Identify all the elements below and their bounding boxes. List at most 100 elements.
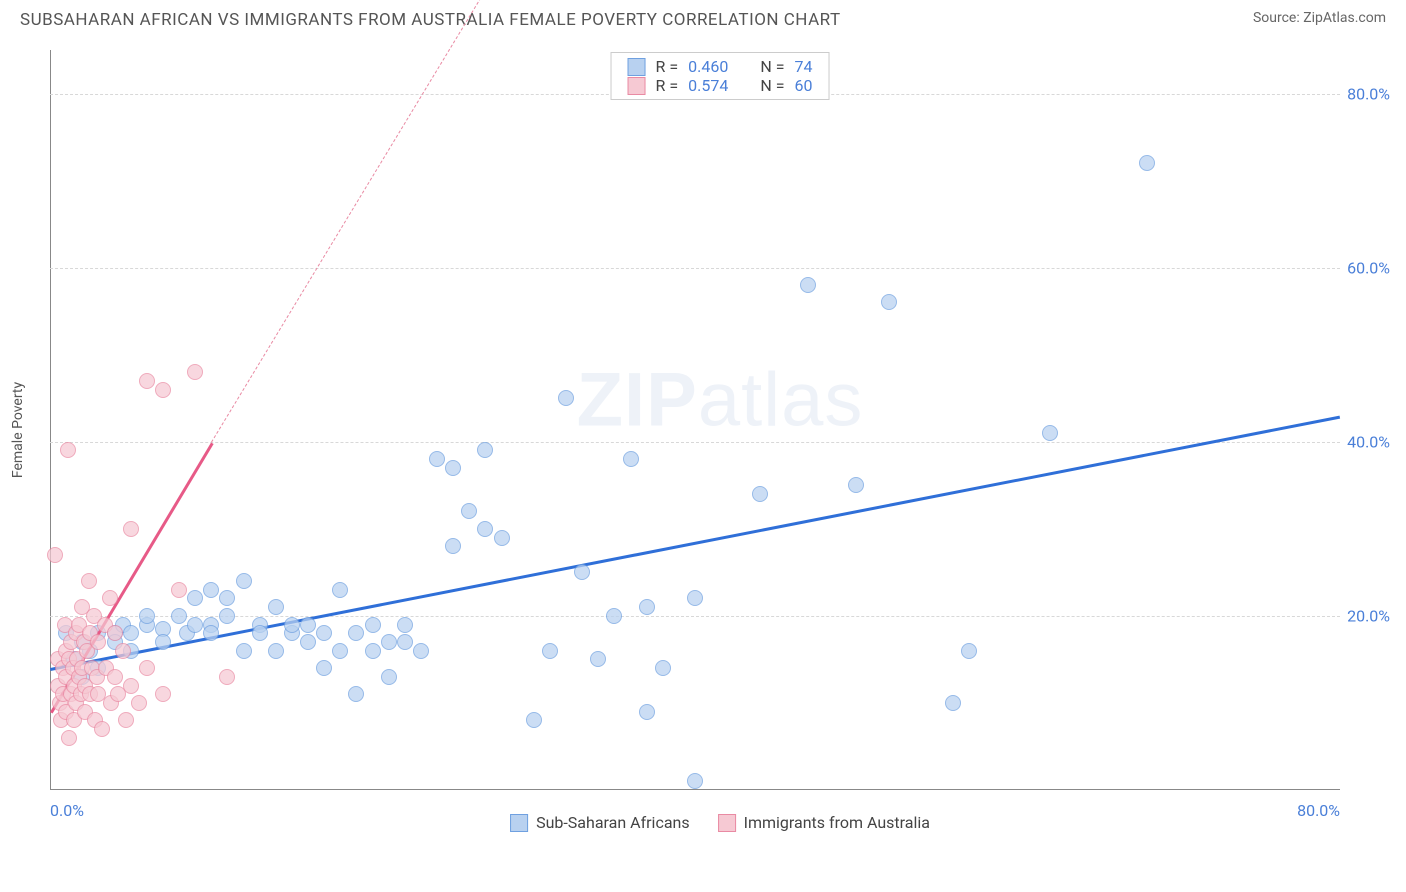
data-point bbox=[332, 582, 348, 598]
legend-swatch bbox=[628, 77, 646, 95]
data-point bbox=[236, 573, 252, 589]
y-axis-line bbox=[50, 50, 51, 790]
data-point bbox=[397, 617, 413, 633]
data-point bbox=[268, 643, 284, 659]
x-tick-label: 0.0% bbox=[50, 801, 84, 820]
gridline bbox=[50, 616, 1340, 617]
data-point bbox=[800, 277, 816, 293]
legend-stat-row: R = 0.460 N = 74 bbox=[628, 57, 813, 76]
data-point bbox=[81, 573, 97, 589]
data-point bbox=[203, 625, 219, 641]
data-point bbox=[268, 599, 284, 615]
legend-swatch bbox=[510, 814, 528, 832]
legend-item: Sub-Saharan Africans bbox=[510, 813, 690, 832]
data-point bbox=[461, 503, 477, 519]
data-point bbox=[47, 547, 63, 563]
data-point bbox=[252, 625, 268, 641]
data-point bbox=[365, 643, 381, 659]
legend-swatch bbox=[718, 814, 736, 832]
data-point bbox=[687, 590, 703, 606]
source-label: Source: ZipAtlas.com bbox=[1253, 10, 1386, 26]
data-point bbox=[171, 582, 187, 598]
y-tick-label: 60.0% bbox=[1347, 258, 1390, 277]
data-point bbox=[123, 521, 139, 537]
data-point bbox=[123, 625, 139, 641]
data-point bbox=[284, 617, 300, 633]
data-point bbox=[848, 477, 864, 493]
legend-swatch bbox=[628, 58, 646, 76]
data-point bbox=[413, 643, 429, 659]
data-point bbox=[590, 651, 606, 667]
watermark: ZIPatlas bbox=[577, 356, 864, 443]
data-point bbox=[139, 660, 155, 676]
trend-line-extrapolated bbox=[211, 0, 502, 442]
data-point bbox=[187, 590, 203, 606]
data-point bbox=[123, 678, 139, 694]
y-axis-label: Female Poverty bbox=[10, 382, 26, 478]
data-point bbox=[61, 730, 77, 746]
data-point bbox=[219, 669, 235, 685]
data-point bbox=[332, 643, 348, 659]
data-point bbox=[445, 460, 461, 476]
data-point bbox=[1042, 425, 1058, 441]
data-point bbox=[381, 669, 397, 685]
data-point bbox=[316, 625, 332, 641]
data-point bbox=[445, 538, 461, 554]
gridline bbox=[50, 268, 1340, 269]
r-value: 0.460 bbox=[688, 57, 728, 76]
legend-label: Sub-Saharan Africans bbox=[536, 813, 690, 832]
data-point bbox=[429, 451, 445, 467]
data-point bbox=[300, 617, 316, 633]
data-point bbox=[203, 582, 219, 598]
data-point bbox=[945, 695, 961, 711]
r-value: 0.574 bbox=[688, 76, 728, 95]
n-label: N = bbox=[760, 57, 784, 76]
data-point bbox=[639, 704, 655, 720]
data-point bbox=[542, 643, 558, 659]
data-point bbox=[155, 382, 171, 398]
legend-stats: R =0.460N =74R =0.574N =60 bbox=[611, 52, 830, 100]
data-point bbox=[187, 617, 203, 633]
data-point bbox=[118, 712, 134, 728]
data-point bbox=[623, 451, 639, 467]
data-point bbox=[365, 617, 381, 633]
data-point bbox=[752, 486, 768, 502]
data-point bbox=[155, 634, 171, 650]
chart-title: SUBSAHARAN AFRICAN VS IMMIGRANTS FROM AU… bbox=[20, 10, 841, 30]
data-point bbox=[1139, 155, 1155, 171]
data-point bbox=[155, 686, 171, 702]
legend-item: Immigrants from Australia bbox=[718, 813, 930, 832]
data-point bbox=[687, 773, 703, 789]
data-point bbox=[102, 590, 118, 606]
data-point bbox=[236, 643, 252, 659]
data-point bbox=[107, 669, 123, 685]
data-point bbox=[881, 294, 897, 310]
legend-stat-row: R =0.574N =60 bbox=[628, 76, 813, 95]
data-point bbox=[494, 530, 510, 546]
r-label: R = bbox=[656, 76, 679, 95]
y-tick-label: 80.0% bbox=[1347, 84, 1390, 103]
data-point bbox=[171, 608, 187, 624]
data-point bbox=[655, 660, 671, 676]
data-point bbox=[139, 373, 155, 389]
data-point bbox=[219, 608, 235, 624]
n-value: 74 bbox=[794, 57, 812, 76]
data-point bbox=[348, 625, 364, 641]
data-point bbox=[139, 608, 155, 624]
y-tick-label: 40.0% bbox=[1347, 432, 1390, 451]
y-tick-label: 20.0% bbox=[1347, 606, 1390, 625]
data-point bbox=[316, 660, 332, 676]
r-label: R = bbox=[656, 57, 679, 76]
data-point bbox=[639, 599, 655, 615]
data-point bbox=[115, 643, 131, 659]
data-point bbox=[574, 564, 590, 580]
data-point bbox=[131, 695, 147, 711]
gridline bbox=[50, 442, 1340, 443]
chart-area: Female Poverty ZIPatlas 20.0%40.0%60.0%8… bbox=[50, 50, 1390, 810]
data-point bbox=[526, 712, 542, 728]
data-point bbox=[606, 608, 622, 624]
data-point bbox=[961, 643, 977, 659]
x-tick-label: 80.0% bbox=[1297, 801, 1340, 820]
legend-label: Immigrants from Australia bbox=[744, 813, 930, 832]
data-point bbox=[381, 634, 397, 650]
